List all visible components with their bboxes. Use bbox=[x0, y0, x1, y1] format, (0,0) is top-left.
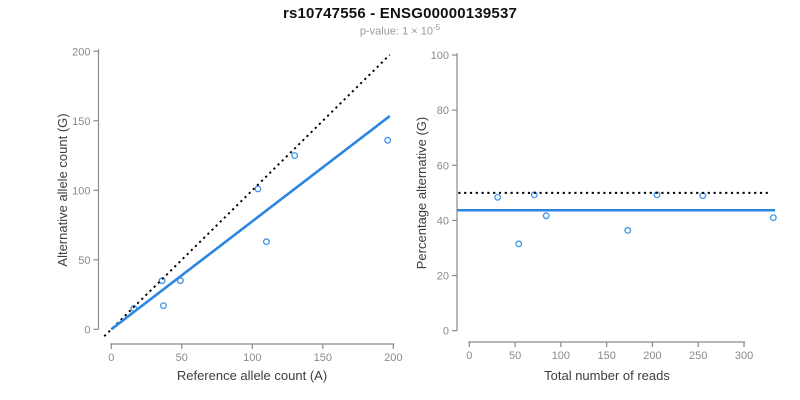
x-tick-label: 250 bbox=[689, 350, 707, 362]
pvalue-times-sign: × bbox=[411, 25, 418, 38]
x-tick-label: 50 bbox=[509, 350, 521, 362]
x-tick-label: 0 bbox=[466, 350, 472, 362]
right-y-axis-label: Percentage alternative (G) bbox=[414, 116, 429, 270]
x-tick-label: 50 bbox=[176, 352, 188, 364]
x-tick-label: 200 bbox=[643, 350, 661, 362]
y-tick-label: 100 bbox=[72, 185, 90, 197]
pvalue-base: 10 bbox=[420, 25, 433, 38]
data-point bbox=[515, 240, 523, 248]
data-point bbox=[291, 152, 299, 159]
y-tick-label: 200 bbox=[72, 46, 90, 58]
x-tick-label: 100 bbox=[243, 352, 261, 364]
pvalue-mantissa: 1 bbox=[402, 25, 409, 38]
data-point bbox=[384, 136, 392, 144]
data-point bbox=[158, 277, 166, 285]
data-point bbox=[254, 185, 262, 193]
right-x-axis-label: Total number of reads bbox=[544, 368, 670, 383]
x-tick-label: 150 bbox=[597, 350, 615, 362]
y-tick-label: 100 bbox=[431, 50, 449, 62]
y-tick-label: 50 bbox=[78, 255, 90, 267]
figure-subtitle: p-value: 1 × 10-5 bbox=[0, 23, 800, 38]
right-plot: 0 20 40 60 80 100 0 50 100 150 200 250 300 bbox=[431, 50, 777, 362]
x-tick-label: 150 bbox=[314, 352, 332, 364]
y-tick-label: 60 bbox=[437, 160, 449, 172]
figure-title: rs10747556 - ENSG00000139537 bbox=[282, 5, 518, 22]
data-point bbox=[769, 214, 777, 222]
y-tick-label: 80 bbox=[437, 105, 449, 117]
data-point bbox=[160, 302, 167, 310]
y-tick-label: 20 bbox=[437, 271, 449, 283]
x-tick-label: 100 bbox=[552, 350, 570, 362]
left-plot: 0 50 100 150 200 0 50 100 150 200 bbox=[72, 46, 402, 364]
pvalue-exponent: -5 bbox=[433, 23, 441, 32]
data-point bbox=[262, 238, 270, 246]
x-tick-label: 0 bbox=[108, 352, 114, 364]
data-point bbox=[494, 193, 502, 201]
left-x-axis-label: Reference allele count (A) bbox=[176, 368, 328, 383]
y-tick-label: 150 bbox=[72, 116, 90, 128]
y-tick-label: 0 bbox=[443, 326, 449, 338]
fit-line bbox=[110, 115, 391, 331]
data-point bbox=[624, 226, 632, 234]
x-tick-label: 200 bbox=[384, 352, 402, 364]
x-tick-label: 300 bbox=[735, 350, 753, 362]
y-tick-label: 40 bbox=[437, 215, 449, 227]
identity-line bbox=[103, 54, 391, 337]
pvalue-label: p-value: bbox=[359, 25, 399, 38]
data-point bbox=[542, 212, 550, 220]
y-tick-label: 0 bbox=[84, 324, 90, 336]
left-y-axis-label: Alternative allele count (G) bbox=[55, 113, 70, 267]
